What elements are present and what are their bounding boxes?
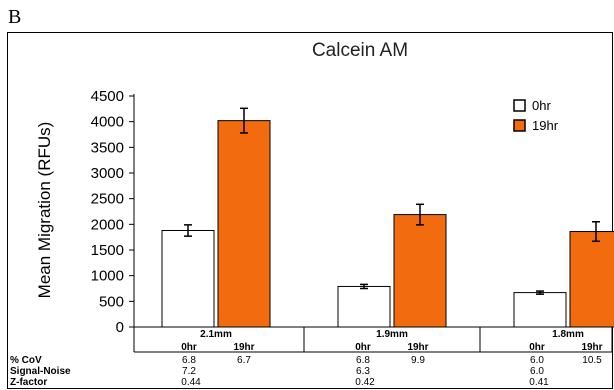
legend-swatch-0hr bbox=[513, 99, 526, 112]
y-tick-label: 1500 bbox=[91, 242, 124, 259]
cov-value: 6.7 bbox=[237, 355, 251, 366]
sub-label: 19hr bbox=[407, 342, 428, 353]
y-tick-label: 1000 bbox=[91, 268, 124, 285]
bar-0hr-1.9mm bbox=[337, 285, 391, 328]
stats-row-label: Signal-Noise bbox=[10, 366, 71, 377]
chart-title: Calcein AM bbox=[312, 40, 408, 61]
y-tick-label: 2500 bbox=[91, 191, 124, 208]
y-tick-label: 500 bbox=[99, 293, 124, 310]
category-label: 2.1mm bbox=[200, 329, 232, 340]
signal-noise-value: 6.0 bbox=[530, 366, 544, 377]
z-factor-value: 0.44 bbox=[181, 377, 201, 388]
z-factor-value: 0.42 bbox=[355, 377, 375, 388]
legend-swatch-19hr bbox=[513, 119, 526, 132]
y-tick-label: 3500 bbox=[91, 139, 124, 156]
signal-noise-value: 7.2 bbox=[182, 366, 196, 377]
bar-19hr-2.1mm bbox=[217, 120, 271, 328]
category-label: 1.9mm bbox=[376, 329, 408, 340]
bar-19hr-1.8mm bbox=[569, 231, 614, 328]
sub-label: 19hr bbox=[233, 342, 254, 353]
category-label: 1.8mm bbox=[552, 329, 584, 340]
cov-value: 6.8 bbox=[356, 355, 370, 366]
stats-row-label: % CoV bbox=[10, 355, 42, 366]
y-tick-label: 3000 bbox=[91, 165, 124, 182]
sub-label: 19hr bbox=[581, 342, 602, 353]
bar-0hr-2.1mm bbox=[161, 229, 215, 328]
cov-value: 10.5 bbox=[582, 355, 602, 366]
panel-letter: B bbox=[8, 6, 22, 28]
stats-row-label: Z-factor bbox=[10, 377, 47, 388]
bar-0hr-1.8mm bbox=[513, 292, 567, 328]
legend-label-19hr: 19hr bbox=[532, 118, 559, 133]
z-factor-value: 0.41 bbox=[529, 377, 549, 388]
y-tick-label: 0 bbox=[116, 319, 124, 336]
y-tick-label: 4000 bbox=[91, 114, 124, 131]
cov-value: 9.9 bbox=[411, 355, 425, 366]
legend: 0hr 19hr bbox=[513, 98, 559, 133]
y-axis: 0 500 1000 1500 2000 2500 3000 3500 4000 4500 bbox=[91, 88, 135, 336]
chart-frame bbox=[7, 32, 613, 389]
bars bbox=[161, 107, 614, 328]
signal-noise-value: 6.3 bbox=[356, 366, 370, 377]
sub-label: 0hr bbox=[355, 342, 371, 353]
sub-label: 0hr bbox=[181, 342, 197, 353]
legend-label-0hr: 0hr bbox=[532, 98, 551, 113]
sub-label: 0hr bbox=[529, 342, 545, 353]
y-tick-label: 4500 bbox=[91, 88, 124, 105]
cov-value: 6.8 bbox=[182, 355, 196, 366]
cov-value: 6.0 bbox=[530, 355, 544, 366]
y-axis-label: Mean Migration (RFUs) bbox=[35, 122, 54, 299]
bar-19hr-1.9mm bbox=[393, 214, 447, 328]
y-tick-label: 2000 bbox=[91, 216, 124, 233]
